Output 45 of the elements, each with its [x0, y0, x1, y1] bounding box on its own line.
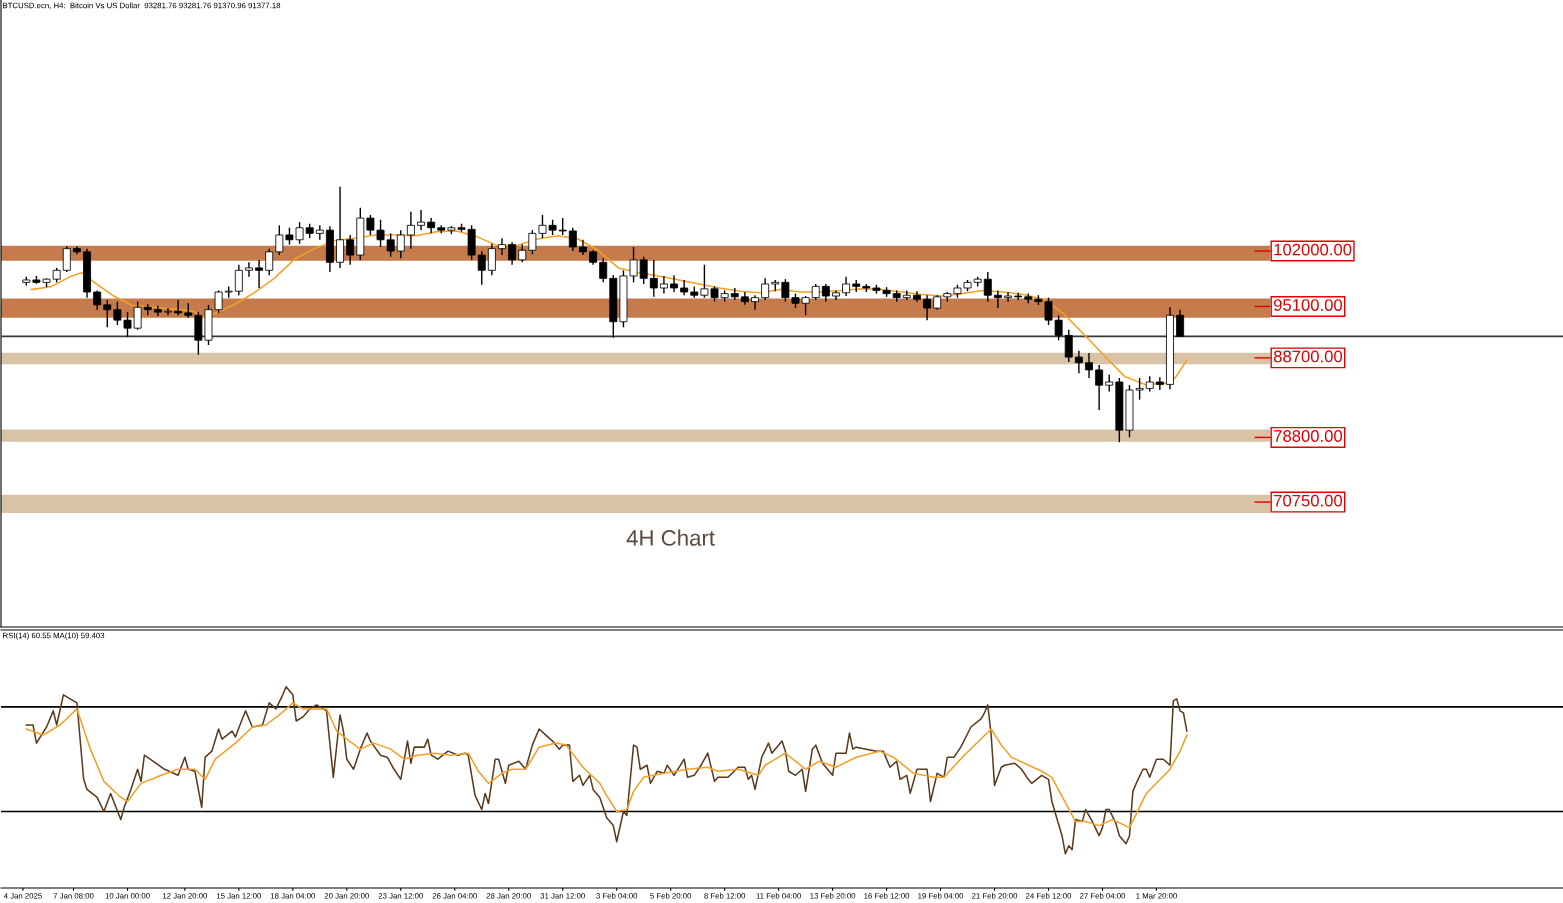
- candlestick: [751, 294, 759, 311]
- candlestick: [1014, 292, 1023, 301]
- candlestick: [315, 224, 324, 241]
- ref-line-label: 102000.00: [1274, 243, 1352, 256]
- candlestick: [164, 307, 172, 317]
- candlestick: [761, 277, 770, 301]
- candlestick: [487, 243, 496, 276]
- candlestick: [1095, 364, 1104, 411]
- candlestick: [670, 274, 679, 293]
- candlestick: [234, 264, 243, 296]
- candlestick: [983, 271, 992, 303]
- candlestick: [336, 186, 345, 269]
- candlestick: [649, 259, 658, 298]
- candlestick: [1155, 376, 1164, 391]
- candlestick: [498, 237, 506, 256]
- candlestick: [477, 250, 486, 286]
- candlestick: [1176, 308, 1185, 338]
- candlestick: [1085, 352, 1093, 379]
- candlestick: [255, 259, 264, 289]
- candlestick: [508, 241, 517, 266]
- candlestick: [346, 234, 355, 266]
- candlestick: [1064, 329, 1073, 363]
- ref-line-label: 95100.00: [1273, 299, 1343, 311]
- candlestick: [842, 276, 851, 297]
- candlestick: [103, 299, 112, 329]
- ref-line-label: 70750.00: [1274, 494, 1343, 507]
- candlestick: [902, 289, 911, 301]
- candlestick: [245, 261, 253, 278]
- ref-line-label: 78800.00: [1274, 430, 1343, 442]
- ref-line-label: 88700.00: [1273, 350, 1343, 363]
- candlestick: [406, 210, 415, 250]
- annotation: 4H Chart: [626, 529, 715, 546]
- candlestick: [659, 275, 668, 295]
- candlestick: [396, 229, 405, 259]
- candlestick: [93, 289, 102, 311]
- candlestick: [62, 245, 71, 273]
- candlestick: [993, 289, 1002, 309]
- candlestick: [417, 209, 425, 231]
- candlestick: [923, 294, 932, 321]
- candlestick: [1074, 349, 1083, 374]
- candlestick: [265, 247, 274, 276]
- candlestick: [1004, 291, 1012, 303]
- candlestick: [599, 257, 608, 284]
- candlestick: [568, 227, 577, 252]
- candlestick: [174, 299, 183, 317]
